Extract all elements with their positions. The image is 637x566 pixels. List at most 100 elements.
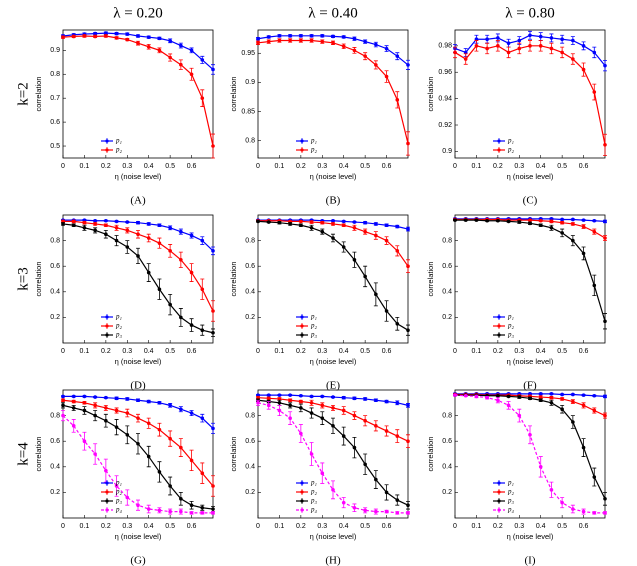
marker <box>363 39 367 44</box>
legend-marker <box>497 324 501 328</box>
marker <box>517 38 522 43</box>
x-axis-label: η (noise level) <box>310 172 357 181</box>
marker <box>125 228 130 233</box>
marker <box>549 488 554 492</box>
x-tick-label: 0.1 <box>80 163 90 170</box>
marker <box>363 229 367 234</box>
y-axis-label: correlation <box>34 436 43 471</box>
marker <box>136 232 140 236</box>
marker <box>363 220 367 225</box>
marker <box>189 411 194 415</box>
marker <box>474 44 479 48</box>
marker <box>299 399 303 404</box>
legend-label: p₂ <box>310 146 318 154</box>
marker <box>331 34 335 39</box>
y-tick-label: 0.6 <box>50 438 60 445</box>
plot-frame <box>257 214 409 344</box>
x-tick-label: 0.6 <box>579 348 589 355</box>
x-tick-label: 0.3 <box>122 348 132 355</box>
marker <box>463 50 468 55</box>
marker <box>211 511 215 515</box>
plot-frame <box>62 214 214 344</box>
marker <box>200 287 205 292</box>
marker <box>528 221 532 226</box>
y-tick-label: 0.8 <box>442 412 452 419</box>
marker <box>331 488 335 492</box>
marker <box>352 226 357 230</box>
marker <box>592 50 597 55</box>
legend-marker <box>105 481 109 485</box>
legend-label: p₃ <box>115 497 123 505</box>
row-label: k=2 <box>15 82 31 105</box>
x-tick-label: 0.6 <box>382 523 392 530</box>
marker <box>189 511 194 515</box>
marker <box>189 48 194 53</box>
marker <box>560 50 564 55</box>
marker <box>61 222 65 226</box>
marker <box>581 224 586 229</box>
marker <box>384 238 389 243</box>
marker <box>157 36 162 41</box>
y-tick-label: 0.4 <box>442 464 452 471</box>
marker <box>277 393 282 397</box>
marker <box>299 393 303 398</box>
marker <box>93 413 97 418</box>
marker <box>179 445 183 450</box>
x-tick-label: 0.1 <box>80 348 90 355</box>
y-tick-label: 0.96 <box>438 69 452 76</box>
legend-marker <box>497 508 501 512</box>
series-line <box>62 223 214 334</box>
marker <box>352 220 357 224</box>
marker <box>463 57 468 61</box>
legend-marker <box>105 324 109 328</box>
y-tick-label: 0.9 <box>442 148 452 155</box>
marker <box>299 219 303 224</box>
column-title: λ = 0.20 <box>113 5 162 21</box>
marker <box>179 407 183 412</box>
marker <box>581 403 586 408</box>
x-tick-label: 0.5 <box>165 523 175 530</box>
marker <box>395 54 400 58</box>
marker <box>157 470 162 474</box>
marker <box>211 67 215 72</box>
legend-label: p₃ <box>115 331 123 339</box>
marker <box>320 220 325 225</box>
marker <box>200 416 205 420</box>
marker <box>331 222 335 226</box>
marker <box>189 458 194 463</box>
y-tick-label: 0.4 <box>50 289 60 296</box>
marker <box>104 406 108 410</box>
marker <box>71 223 76 228</box>
marker <box>320 229 325 234</box>
marker <box>517 220 522 224</box>
marker <box>581 251 586 256</box>
x-axis-label: η (noise level) <box>115 532 162 541</box>
x-tick-label: 0 <box>453 163 457 170</box>
marker <box>211 507 215 511</box>
marker <box>341 434 346 438</box>
marker <box>266 396 271 401</box>
x-axis-label: η (noise level) <box>310 357 357 366</box>
marker <box>266 35 271 39</box>
marker <box>256 41 260 45</box>
marker <box>146 35 151 39</box>
x-tick-label: 0.4 <box>339 163 349 170</box>
plot-frame <box>257 29 409 159</box>
marker <box>93 218 97 223</box>
x-tick-label: 0 <box>453 523 457 530</box>
marker <box>309 452 314 456</box>
panel-label: (I) <box>525 555 536 566</box>
marker <box>189 270 194 275</box>
marker <box>560 220 564 225</box>
y-tick-label: 0.8 <box>245 412 255 419</box>
marker <box>93 222 97 226</box>
x-tick-label: 0.3 <box>317 163 327 170</box>
marker <box>395 322 400 326</box>
marker <box>211 484 215 488</box>
legend-marker <box>300 490 304 494</box>
x-tick-label: 0.6 <box>187 523 197 530</box>
plot-frame <box>454 214 606 344</box>
y-tick-label: 0.94 <box>438 95 452 102</box>
marker <box>157 508 162 513</box>
marker <box>136 254 140 258</box>
